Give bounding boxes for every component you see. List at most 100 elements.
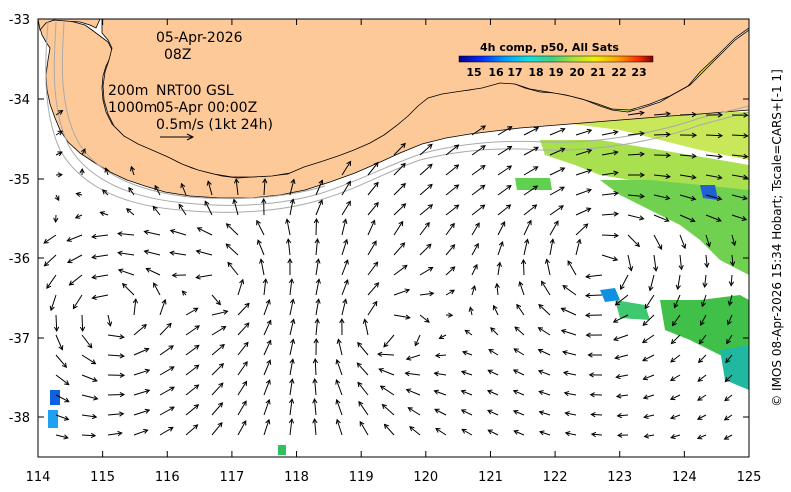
current-arrowhead	[538, 410, 545, 416]
current-arrowhead	[315, 298, 321, 304]
current-arrowhead	[206, 180, 212, 186]
current-arrowhead	[79, 326, 86, 333]
current-arrow	[289, 319, 295, 336]
colorbar-label: 15	[466, 66, 481, 79]
current-arrow	[233, 199, 239, 216]
current-arrow	[653, 113, 670, 116]
current-arrowhead	[266, 319, 272, 326]
current-arrowhead	[512, 389, 519, 395]
current-arrow	[128, 187, 135, 196]
current-arrowhead	[639, 193, 645, 199]
current-arrowhead	[533, 127, 540, 132]
current-arrow	[341, 299, 347, 316]
x-tick-label: 119	[349, 470, 374, 485]
current-arrowhead	[99, 211, 105, 217]
current-arrowhead	[91, 413, 98, 420]
current-arrowhead	[506, 184, 512, 190]
current-arrow	[211, 326, 226, 336]
current-arrow	[263, 379, 271, 396]
current-arrowhead	[405, 388, 412, 394]
colorbar	[458, 55, 654, 63]
current-arrowhead	[72, 303, 78, 310]
current-arrowhead	[312, 418, 318, 424]
current-arrow	[159, 386, 175, 396]
current-arrowhead	[460, 370, 467, 376]
current-arrowhead	[128, 186, 134, 193]
current-arrow	[513, 390, 525, 396]
current-arrow	[67, 234, 83, 242]
current-arrow	[393, 221, 404, 236]
current-arrowhead	[539, 430, 545, 436]
current-arrowhead	[398, 220, 404, 227]
current-arrowhead	[315, 258, 321, 264]
current-arrow	[358, 401, 369, 416]
current-arrow	[679, 174, 696, 179]
current-arrow	[674, 294, 681, 308]
current-arrow	[207, 181, 213, 196]
current-arrowhead	[585, 273, 591, 280]
current-arrow	[377, 353, 395, 356]
current-arrow	[601, 172, 618, 176]
current-arrowhead	[639, 172, 646, 178]
current-arrow	[471, 145, 486, 156]
current-arrow	[235, 179, 239, 196]
current-arrow	[561, 329, 577, 336]
current-arrow	[724, 434, 733, 440]
current-arrow	[627, 254, 632, 271]
x-tick-label: 125	[737, 470, 762, 485]
current-arrowhead	[54, 195, 60, 202]
current-arrow	[367, 240, 377, 256]
current-arrowhead	[180, 182, 186, 189]
current-arrowhead	[370, 219, 376, 226]
current-arrowhead	[487, 429, 493, 435]
depth-label-200: 200m	[108, 83, 148, 99]
current-arrowhead	[58, 345, 64, 351]
current-arrowhead	[242, 380, 248, 387]
current-arrow	[471, 264, 478, 276]
current-arrowhead	[586, 168, 593, 174]
current-arrow	[653, 133, 671, 136]
current-arrowhead	[193, 384, 200, 390]
current-arrowhead	[480, 184, 486, 190]
current-arrow	[185, 404, 199, 416]
current-arrowhead	[218, 362, 225, 369]
current-arrow	[159, 299, 166, 316]
current-arrow	[144, 230, 161, 236]
current-arrowhead	[79, 168, 85, 174]
current-arrowhead	[402, 264, 408, 270]
current-arrow	[314, 379, 317, 396]
current-arrow	[523, 204, 537, 216]
current-arrow	[367, 261, 378, 276]
current-arrow	[679, 154, 696, 157]
current-arrowhead	[486, 389, 493, 395]
current-arrowhead	[487, 409, 493, 415]
current-arrowhead	[166, 322, 172, 328]
current-arrow	[672, 314, 681, 326]
current-arrow	[546, 259, 551, 276]
current-arrowhead	[613, 150, 619, 156]
current-arrowhead	[648, 285, 654, 292]
current-arrowhead	[641, 338, 648, 344]
current-arrowhead	[119, 372, 126, 378]
current-arrowhead	[414, 340, 420, 347]
current-arrow	[620, 274, 629, 290]
x-tick-label: 124	[672, 470, 697, 485]
current-arrow	[107, 432, 122, 436]
current-arrowhead	[92, 377, 98, 382]
current-arrowhead	[68, 280, 75, 286]
current-arrowhead	[614, 354, 620, 360]
current-arrow	[513, 348, 525, 356]
current-arrowhead	[168, 345, 174, 351]
current-arrow	[81, 148, 86, 156]
current-arrowhead	[376, 351, 383, 357]
current-arrowhead	[74, 213, 81, 219]
current-arrowhead	[723, 415, 730, 421]
current-arrow	[225, 243, 239, 256]
x-tick-label: 115	[90, 470, 115, 485]
current-arrowhead	[193, 424, 199, 430]
current-arrowhead	[490, 327, 496, 333]
current-arrowhead	[665, 173, 671, 179]
current-arrow	[237, 322, 250, 336]
current-arrow	[523, 220, 532, 236]
current-arrowhead	[560, 329, 567, 335]
